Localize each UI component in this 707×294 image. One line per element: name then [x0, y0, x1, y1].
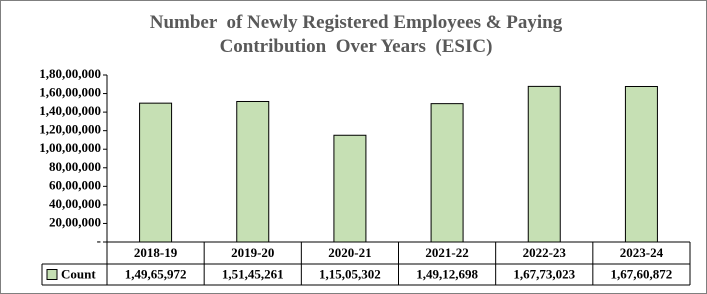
y-tick-label: -: [97, 233, 101, 248]
x-tick-label: 2022-23: [523, 245, 567, 260]
table-value: 1,67,60,872: [611, 266, 673, 281]
y-tick-label: 1,00,00,000: [39, 140, 101, 155]
bar: [527, 85, 561, 243]
bar: [624, 85, 658, 243]
table-value: 1,67,73,023: [513, 266, 575, 281]
x-tick-label: 2019-20: [231, 245, 274, 260]
legend-key: [46, 269, 58, 280]
x-tick-label: 2023-24: [620, 245, 664, 260]
chart-title: Number of Newly Registered Employees & P…: [149, 12, 567, 57]
y-tick-label: 80,00,000: [49, 159, 101, 174]
bar: [236, 100, 270, 243]
y-tick-label: 1,80,00,000: [39, 66, 101, 81]
x-tick-label: 2018-19: [134, 245, 178, 260]
y-tick-label: 1,60,00,000: [39, 85, 101, 100]
table-value: 1,51,45,261: [222, 266, 284, 281]
y-tick-label: 20,00,000: [49, 214, 101, 229]
x-tick-label: 2020-21: [328, 245, 371, 260]
legend-label: Count: [61, 266, 96, 281]
y-tick-label: 60,00,000: [49, 177, 101, 192]
y-tick-label: 1,40,00,000: [39, 103, 101, 118]
bar: [333, 134, 367, 243]
x-tick-label: 2021-22: [425, 245, 468, 260]
table-value: 1,15,05,302: [319, 266, 381, 281]
y-tick-label: 40,00,000: [49, 196, 101, 211]
table-value: 1,49,12,698: [416, 266, 478, 281]
bar: [430, 103, 464, 243]
table-value: 1,49,65,972: [125, 266, 187, 281]
y-tick-label: 1,20,00,000: [39, 122, 101, 137]
bar: [139, 102, 173, 243]
